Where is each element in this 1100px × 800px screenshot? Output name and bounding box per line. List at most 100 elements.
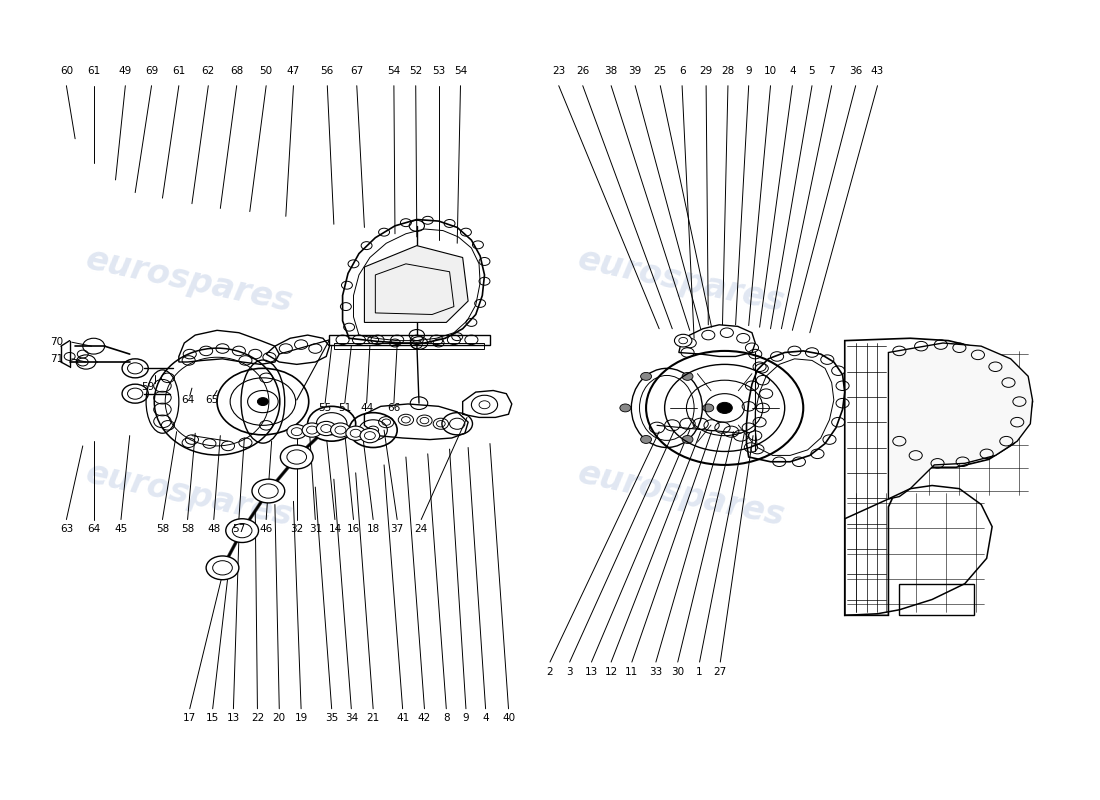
Text: 13: 13 [585,666,598,677]
Text: 9: 9 [463,714,470,723]
Circle shape [682,373,693,380]
Text: 29: 29 [700,66,713,77]
Text: 16: 16 [346,524,360,534]
Text: 65: 65 [205,395,218,405]
Text: eurospares: eurospares [574,457,788,533]
Text: 17: 17 [183,714,197,723]
Circle shape [345,426,365,440]
Text: 58: 58 [156,524,169,534]
Text: 36: 36 [849,66,862,77]
Text: 32: 32 [290,524,304,534]
Text: 26: 26 [576,66,590,77]
Text: 61: 61 [87,66,100,77]
Circle shape [717,402,733,414]
Text: 33: 33 [649,666,662,677]
Circle shape [674,334,692,347]
Text: 4: 4 [789,66,795,77]
Text: 15: 15 [206,714,219,723]
Text: 57: 57 [232,524,245,534]
Text: 24: 24 [415,524,428,534]
Text: 49: 49 [119,66,132,77]
Text: 12: 12 [605,666,618,677]
Circle shape [302,423,322,438]
Text: 53: 53 [432,66,446,77]
Circle shape [206,556,239,580]
Text: 54: 54 [387,66,400,77]
Text: 19: 19 [295,714,308,723]
Circle shape [640,435,651,443]
Text: 45: 45 [114,524,128,534]
Text: 62: 62 [201,66,214,77]
Text: 38: 38 [605,66,618,77]
Circle shape [226,518,258,542]
Text: 60: 60 [59,66,73,77]
Text: 64: 64 [180,395,195,405]
Text: 41: 41 [396,714,409,723]
Text: 61: 61 [173,66,186,77]
Text: 8: 8 [443,714,450,723]
Text: 34: 34 [344,714,358,723]
Circle shape [682,435,693,443]
Text: 46: 46 [260,524,273,534]
Text: 37: 37 [390,524,404,534]
Circle shape [316,412,348,436]
Circle shape [620,404,630,412]
Text: 23: 23 [552,66,565,77]
Text: 11: 11 [625,666,638,677]
Circle shape [317,422,336,436]
Circle shape [287,425,307,438]
Text: 40: 40 [502,714,515,723]
Text: eurospares: eurospares [574,243,788,319]
Polygon shape [889,343,1033,499]
Text: 14: 14 [328,524,342,534]
Text: 69: 69 [145,66,158,77]
Text: 4: 4 [482,714,488,723]
Text: 28: 28 [722,66,735,77]
Text: 1: 1 [696,666,703,677]
Text: 48: 48 [207,524,220,534]
Text: 58: 58 [180,524,195,534]
Circle shape [360,429,379,442]
Text: 6: 6 [679,66,685,77]
Circle shape [703,404,714,412]
Text: 10: 10 [764,66,777,77]
Text: 55: 55 [319,403,332,413]
Text: 44: 44 [360,403,373,413]
Text: 13: 13 [227,714,240,723]
Text: 64: 64 [87,524,100,534]
Circle shape [257,398,268,406]
Text: 3: 3 [566,666,573,677]
Text: 21: 21 [366,714,379,723]
Text: 56: 56 [321,66,334,77]
Text: eurospares: eurospares [84,243,296,319]
Circle shape [640,373,651,380]
Circle shape [308,406,355,441]
Text: 7: 7 [828,66,835,77]
Text: 25: 25 [653,66,667,77]
Text: 51: 51 [338,403,351,413]
Text: 67: 67 [350,66,363,77]
Circle shape [252,479,285,503]
Text: 42: 42 [418,714,431,723]
Text: 54: 54 [454,66,467,77]
Text: 31: 31 [309,524,322,534]
Text: 39: 39 [628,66,641,77]
Text: 68: 68 [230,66,243,77]
Text: 20: 20 [273,714,286,723]
Text: 2: 2 [547,666,553,677]
Text: 30: 30 [671,666,684,677]
Text: 27: 27 [714,666,727,677]
Text: 18: 18 [366,524,379,534]
Text: 66: 66 [387,403,400,413]
Polygon shape [364,246,469,322]
Text: 35: 35 [324,714,339,723]
Text: 59: 59 [142,382,155,392]
Circle shape [331,423,350,438]
Text: 63: 63 [59,524,73,534]
Text: 47: 47 [287,66,300,77]
Text: eurospares: eurospares [84,457,296,533]
Text: 70: 70 [50,338,63,347]
Text: 22: 22 [251,714,264,723]
Text: 9: 9 [746,66,752,77]
Text: 71: 71 [50,354,63,364]
